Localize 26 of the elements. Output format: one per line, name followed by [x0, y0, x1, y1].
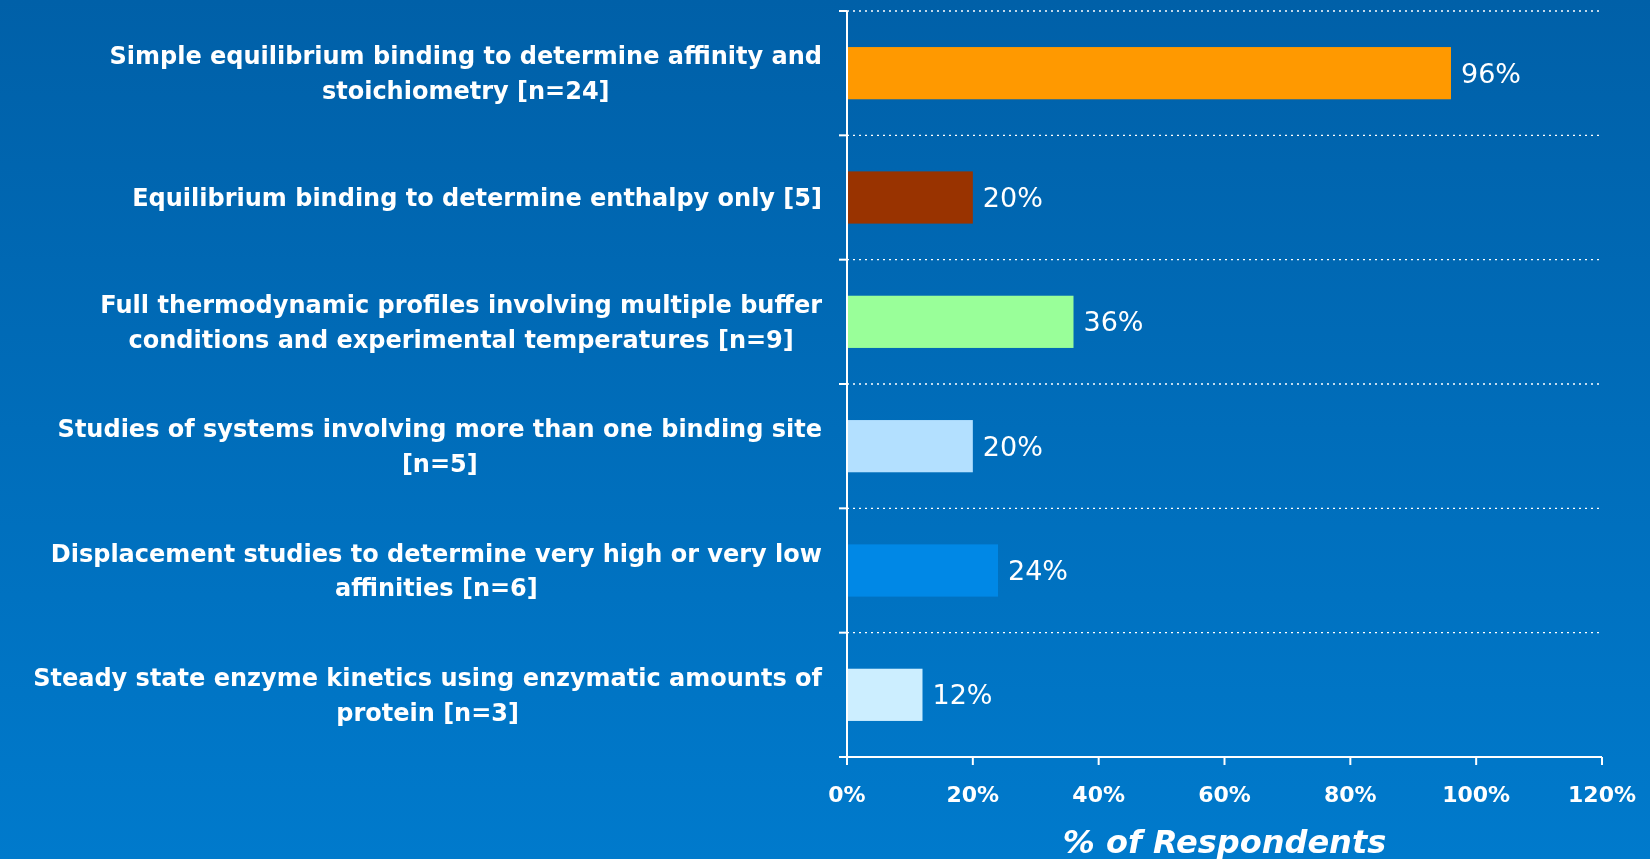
bar [847, 668, 923, 721]
x-tick-label: 0% [828, 782, 866, 807]
data-label: 20% [982, 430, 1043, 462]
data-label: 12% [932, 679, 993, 711]
x-tick-label: 120% [1568, 782, 1636, 807]
x-tick-label: 60% [1198, 782, 1251, 807]
y-tick-label: Studies of systems involving more than one binding site [n=5] [57, 415, 823, 478]
bar [847, 171, 973, 224]
bar [847, 47, 1451, 100]
y-tick-label: Steady state enzyme kinetics using enzymatic amounts of protein [n=3] [33, 663, 823, 727]
y-tick-label: Simple equilibrium binding to determine affinity and stoichiometry [n=24] [109, 42, 822, 105]
y-tick-label: Equilibrium binding to determine enthalpy only [5] [132, 183, 822, 212]
bar [847, 420, 973, 473]
x-tick-label: 20% [946, 782, 1000, 807]
data-label: 96% [1461, 57, 1522, 89]
y-tick-label: Displacement studies to determine very high or very low affinities [n=6] [50, 539, 822, 603]
x-tick-label: 40% [1072, 782, 1125, 807]
data-label: 24% [1008, 554, 1069, 586]
data-label: 36% [1083, 306, 1144, 338]
data-label: 20% [982, 181, 1043, 213]
y-tick-label: Full thermodynamic profiles involving multiple buffer conditions and experimental temperatures [n=9] [100, 290, 823, 354]
x-tick-label: 100% [1442, 782, 1511, 807]
bar [847, 544, 998, 597]
x-tick-label: 80% [1324, 782, 1377, 807]
x-axis-title: % of Respondents [1062, 823, 1387, 859]
bar [847, 295, 1074, 348]
